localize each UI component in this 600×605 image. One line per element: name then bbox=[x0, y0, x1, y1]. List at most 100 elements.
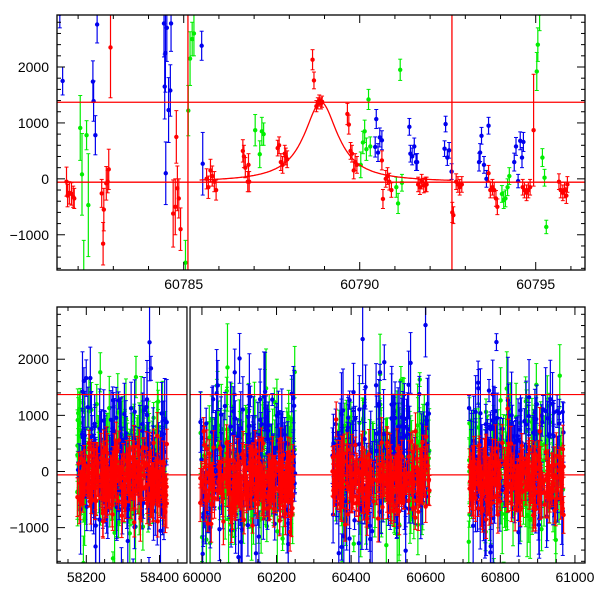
data-point-b bbox=[95, 6, 99, 43]
data-point-b bbox=[164, 142, 168, 205]
data-point bbox=[93, 497, 97, 501]
data-point bbox=[117, 438, 121, 442]
plot-area-segment bbox=[190, 293, 585, 595]
data-point bbox=[138, 497, 142, 501]
data-point bbox=[101, 242, 105, 246]
data-point bbox=[78, 500, 82, 504]
data-point-g bbox=[368, 137, 372, 156]
data-point bbox=[80, 172, 84, 176]
data-point bbox=[415, 160, 419, 164]
data-point-g bbox=[84, 121, 88, 150]
data-point bbox=[246, 163, 250, 167]
data-point bbox=[443, 122, 447, 126]
plot-frame bbox=[57, 15, 585, 270]
data-point-g bbox=[542, 169, 546, 186]
y-tick-label: 2000 bbox=[18, 59, 49, 75]
data-point bbox=[364, 147, 368, 151]
data-point bbox=[380, 158, 384, 162]
data-point-r bbox=[246, 154, 250, 176]
data-point bbox=[366, 97, 370, 101]
data-point bbox=[407, 125, 411, 129]
data-point bbox=[127, 447, 131, 451]
data-point bbox=[347, 122, 351, 126]
data-point bbox=[91, 79, 95, 83]
data-point bbox=[108, 45, 112, 49]
data-point bbox=[486, 171, 490, 175]
data-point bbox=[164, 171, 168, 175]
data-point bbox=[520, 155, 524, 159]
data-point-b bbox=[163, 54, 167, 119]
data-point bbox=[155, 519, 159, 523]
data-point bbox=[362, 129, 366, 133]
data-point bbox=[156, 470, 160, 474]
data-point-g bbox=[280, 527, 284, 551]
data-point bbox=[107, 167, 111, 171]
data-point bbox=[192, 31, 196, 35]
data-point-b bbox=[516, 174, 520, 187]
data-point bbox=[389, 188, 393, 192]
data-point bbox=[95, 462, 99, 466]
data-point bbox=[258, 152, 262, 156]
data-point-b bbox=[60, 67, 64, 95]
data-point bbox=[93, 424, 97, 428]
data-point bbox=[159, 411, 163, 415]
data-point-r bbox=[531, 74, 535, 186]
data-point bbox=[280, 536, 284, 540]
data-point bbox=[153, 488, 157, 492]
data-point-g bbox=[398, 59, 402, 80]
data-point bbox=[84, 133, 88, 137]
data-point bbox=[132, 410, 136, 414]
data-point bbox=[155, 434, 159, 438]
plot-area bbox=[57, 0, 585, 319]
data-point bbox=[381, 197, 385, 201]
data-point bbox=[82, 277, 86, 281]
data-point bbox=[503, 196, 507, 200]
data-point bbox=[151, 441, 155, 445]
series-r bbox=[64, 0, 569, 265]
data-point bbox=[83, 433, 87, 437]
data-point bbox=[149, 481, 153, 485]
data-point bbox=[156, 496, 160, 500]
data-point bbox=[147, 340, 151, 344]
data-point-b bbox=[91, 61, 95, 102]
data-point bbox=[76, 461, 80, 465]
data-point bbox=[60, 79, 64, 83]
data-point bbox=[102, 207, 106, 211]
data-point bbox=[105, 451, 109, 455]
data-point bbox=[374, 117, 378, 121]
data-point bbox=[368, 144, 372, 148]
data-point bbox=[86, 203, 90, 207]
data-point bbox=[380, 138, 384, 142]
data-point bbox=[177, 196, 181, 200]
data-point bbox=[163, 84, 167, 88]
data-point bbox=[495, 205, 499, 209]
data-point bbox=[138, 516, 142, 520]
data-point-b bbox=[486, 117, 490, 134]
data-point bbox=[72, 196, 76, 200]
y-tick-label: 1000 bbox=[18, 115, 49, 131]
data-point bbox=[544, 225, 548, 229]
data-point-g bbox=[86, 154, 90, 257]
data-point-b bbox=[479, 127, 483, 144]
data-point-b bbox=[374, 110, 378, 129]
data-point bbox=[396, 201, 400, 205]
data-point bbox=[542, 176, 546, 180]
data-point-g bbox=[98, 353, 102, 392]
data-point-r bbox=[380, 151, 384, 170]
data-point bbox=[531, 128, 535, 132]
x-tick-label: 60795 bbox=[516, 276, 555, 292]
data-point bbox=[564, 193, 568, 197]
data-point bbox=[178, 227, 182, 231]
data-point bbox=[565, 182, 569, 186]
data-point bbox=[521, 140, 525, 144]
data-point-r bbox=[381, 189, 385, 208]
y-tick-label: 0 bbox=[41, 171, 49, 187]
data-point bbox=[98, 370, 102, 374]
x-tick-label: 60785 bbox=[164, 276, 203, 292]
data-point bbox=[412, 144, 416, 148]
data-point bbox=[169, 21, 173, 25]
data-point bbox=[168, 88, 172, 92]
